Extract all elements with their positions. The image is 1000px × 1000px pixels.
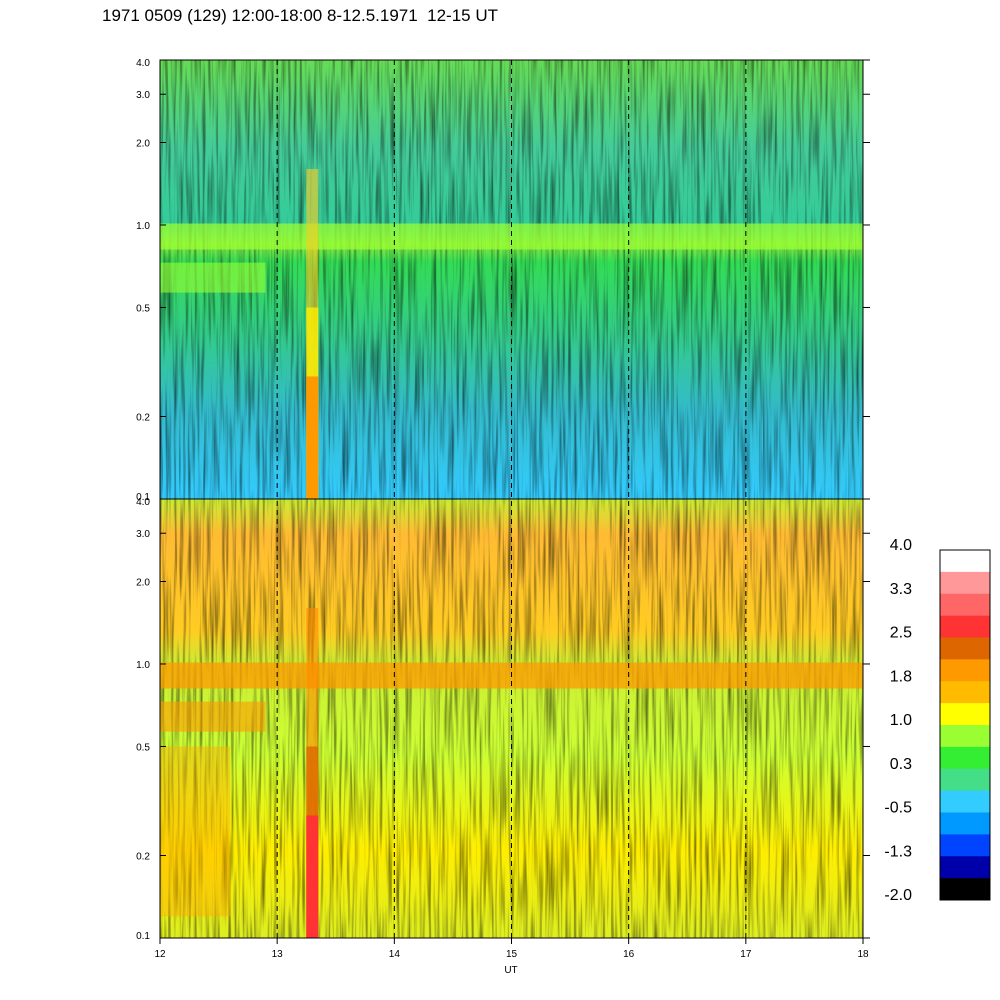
x-tick-label: 18 — [857, 949, 869, 960]
colorbar-swatch — [940, 790, 990, 813]
colorbar-label: -0.5 — [884, 800, 912, 817]
x-tick-label: 14 — [389, 949, 401, 960]
y-tick-label: 1.0 — [136, 660, 150, 671]
colorbar-swatch — [940, 812, 990, 835]
y-tick-label: 0.5 — [136, 742, 150, 753]
time-grid-lines — [276, 60, 747, 938]
y-tick-label: 3.0 — [136, 529, 150, 540]
colorbar-swatch — [940, 834, 990, 857]
y-tick-label: 3.0 — [136, 90, 150, 101]
y-tick-label: 4.0 — [136, 58, 150, 69]
y-tick-label: 2.0 — [136, 577, 150, 588]
colorbar-swatch — [940, 746, 990, 770]
burst-column-peak — [306, 815, 319, 938]
y-tick-label: 1.0 — [136, 221, 150, 232]
x-tick-label: 13 — [272, 949, 284, 960]
burst-column-peak — [306, 376, 319, 499]
x-tick-label: 12 — [154, 949, 166, 960]
colorbar-label: 0.3 — [890, 756, 912, 773]
y-tick-label: 0.2 — [136, 852, 150, 863]
x-tick-label: 16 — [623, 949, 635, 960]
spectral-band — [160, 223, 863, 250]
page-title: 1971 0509 (129) 12:00-18:00 8-12.5.1971 … — [102, 6, 499, 25]
colorbar-swatch — [940, 615, 990, 638]
colorbar-swatch — [940, 768, 990, 791]
y-tick-label: 0.1 — [136, 492, 150, 503]
y-tick-label: 0.1 — [136, 931, 150, 942]
x-axis-label: UT — [504, 965, 517, 976]
colorbar-frame — [939, 549, 991, 901]
colorbar-swatch — [940, 856, 990, 879]
colorbar-swatch — [940, 659, 990, 682]
y-tick-label: 0.5 — [136, 303, 150, 314]
colorbar-swatch — [940, 571, 990, 595]
colorbar-label: 2.5 — [890, 625, 912, 642]
colorbar-label: 3.3 — [890, 581, 912, 598]
colorbar: 4.0 3.3 2.5 1.8 1.0 0.3 -0.5 -1.3 -2.0 — [884, 537, 991, 904]
colorbar-label: -1.3 — [884, 843, 912, 860]
colorbar-label: 4.0 — [890, 537, 912, 554]
y-tick-label: 4.0 — [136, 497, 150, 508]
spectral-band-early — [160, 701, 266, 732]
x-tick-label: 15 — [506, 949, 518, 960]
axes: 0.10.20.51.02.03.04.00.10.20.51.02.03.04… — [136, 58, 870, 960]
colorbar-label: 1.8 — [890, 668, 912, 685]
colorbar-swatch — [940, 593, 990, 616]
x-tick-label: 17 — [740, 949, 752, 960]
colorbar-swatch — [940, 681, 990, 704]
colorbar-swatch — [940, 878, 990, 901]
colorbar-swatch — [940, 550, 990, 573]
early-emission-region — [160, 746, 231, 917]
spectral-band-early — [160, 262, 266, 293]
colorbar-label: -2.0 — [884, 887, 912, 904]
y-tick-label: 2.0 — [136, 138, 150, 149]
colorbar-swatch — [940, 637, 990, 660]
y-tick-label: 0.2 — [136, 413, 150, 424]
colorbar-swatch — [940, 703, 990, 726]
colorbar-label: 1.0 — [890, 712, 912, 729]
colorbar-swatch — [940, 725, 990, 748]
